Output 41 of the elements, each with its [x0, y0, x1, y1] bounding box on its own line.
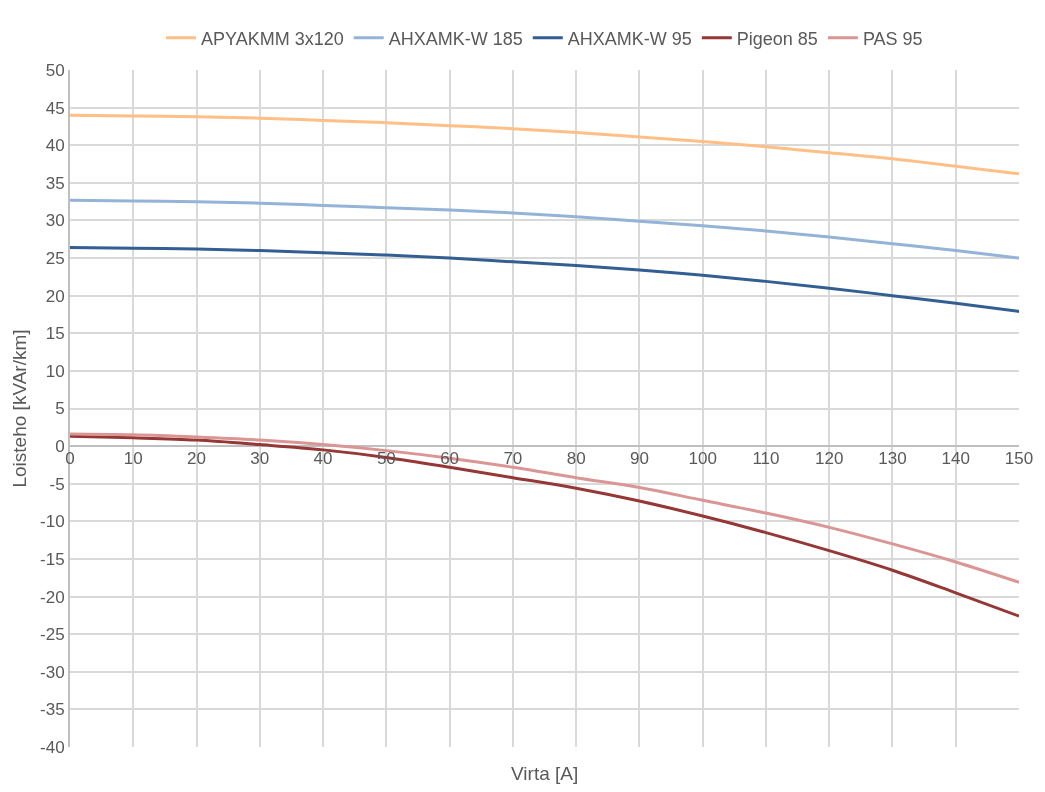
y-tick-label: -40 [40, 737, 65, 757]
y-tick-label: 5 [55, 399, 65, 419]
x-tick-label: 40 [313, 449, 333, 469]
y-tick-label: -25 [40, 625, 65, 645]
x-tick-label: 20 [187, 449, 206, 469]
y-axis-title: Loisteho [kVAr/km] [9, 329, 31, 488]
y-tick-label: 10 [45, 361, 65, 381]
y-tick-label: -10 [40, 512, 65, 532]
y-tick-label: 30 [45, 211, 65, 231]
y-tick-label: 40 [45, 136, 65, 156]
x-tick-label: 120 [815, 449, 844, 469]
y-tick-label: 35 [45, 173, 65, 193]
y-tick-label: -5 [49, 474, 65, 494]
x-tick-label: 110 [752, 449, 780, 469]
x-tick-label: 150 [1004, 449, 1034, 469]
legend-label: Pigeon 85 [736, 28, 818, 49]
y-tick-label: -35 [40, 700, 65, 720]
line-series [70, 246, 1019, 313]
x-tick-label: 80 [566, 449, 586, 469]
y-tick-label: 20 [45, 286, 65, 306]
x-tick-label: 70 [503, 449, 523, 469]
x-tick-label: 90 [629, 449, 649, 469]
y-tick-label: 15 [45, 324, 65, 344]
line-series [70, 198, 1019, 260]
x-tick-label: 130 [878, 449, 907, 469]
x-axis-title: Virta [A] [511, 763, 579, 784]
y-tick-label: 25 [45, 249, 65, 269]
x-tick-label: 10 [123, 449, 143, 469]
legend-label: APYAKMM 3x120 [201, 28, 344, 49]
y-tick-label: 50 [45, 60, 65, 80]
legend-label: AHXAMK-W 185 [388, 28, 523, 49]
legend-label: PAS 95 [862, 28, 923, 49]
x-tick-label: 140 [941, 449, 970, 469]
x-tick-label: 30 [250, 449, 270, 469]
y-tick-label: -15 [40, 549, 65, 569]
y-tick-label: -20 [40, 587, 65, 607]
line-series [70, 113, 1019, 176]
y-tick-label: -30 [40, 662, 65, 682]
legend-label: AHXAMK-W 95 [567, 28, 692, 49]
x-tick-label: 100 [688, 449, 717, 469]
y-tick-label: 45 [45, 98, 65, 118]
